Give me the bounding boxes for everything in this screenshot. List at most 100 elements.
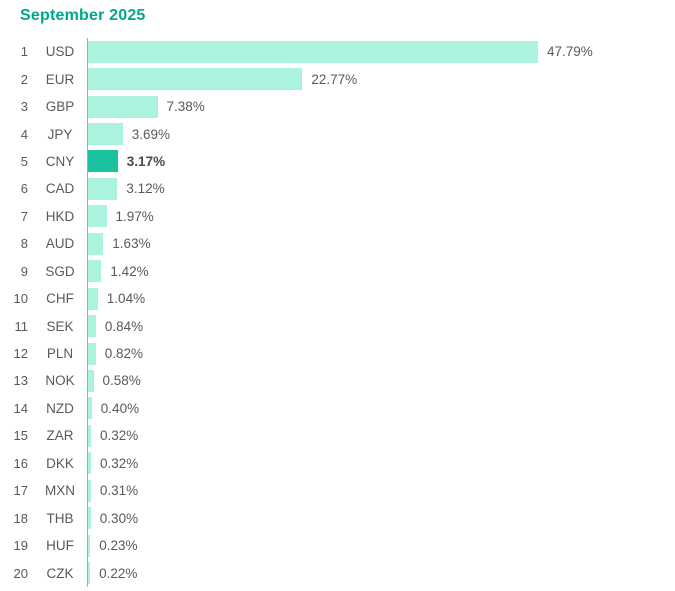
bar xyxy=(88,397,92,420)
currency-code-label: AUD xyxy=(45,236,75,252)
bar xyxy=(88,562,91,585)
chart-row: 18 THB 0.30% xyxy=(0,504,675,532)
value-label: 47.79% xyxy=(547,44,593,60)
value-label: 0.32% xyxy=(100,428,139,444)
bar-zone: 0.22% xyxy=(87,559,675,587)
bar-zone: 0.82% xyxy=(87,339,675,368)
bar xyxy=(88,232,104,255)
rank-label: 9 xyxy=(20,263,28,279)
rank-label: 11 xyxy=(14,318,29,334)
bar xyxy=(88,205,107,228)
bar xyxy=(88,452,91,475)
chart-row: 12 PLN 0.82% xyxy=(0,339,675,368)
value-label: 3.17% xyxy=(126,153,166,169)
chart-row: 16 DKK 0.32% xyxy=(0,449,675,477)
chart-row: 10 CHF 1.04% xyxy=(0,284,675,313)
bar xyxy=(88,315,96,338)
chart-row: 2 EUR 22.77% xyxy=(0,65,675,93)
value-label: 0.22% xyxy=(99,565,138,581)
rank-label: 20 xyxy=(13,565,28,581)
currency-code-label: SEK xyxy=(46,318,74,334)
bar xyxy=(88,95,158,118)
bar-zone: 1.63% xyxy=(87,230,675,258)
rank-label: 13 xyxy=(13,373,28,389)
chart-row: 14 NZD 0.40% xyxy=(0,394,675,423)
rank-label: 15 xyxy=(13,428,28,444)
currency-code-label: HKD xyxy=(45,208,75,224)
value-label: 1.04% xyxy=(106,291,146,307)
currency-code-label: HUF xyxy=(46,538,74,554)
rank-label: 1 xyxy=(20,44,28,60)
value-label: 0.58% xyxy=(102,373,141,389)
chart-row: 8 AUD 1.63% xyxy=(0,230,675,258)
rank-label: 14 xyxy=(13,400,28,416)
currency-code-label: MXN xyxy=(45,483,75,499)
bar xyxy=(88,342,96,365)
chart-row: 19 HUF 0.23% xyxy=(0,531,675,560)
chart-row: 6 CAD 3.12% xyxy=(0,175,675,203)
value-label: 3.12% xyxy=(126,181,165,197)
currency-code-label: NOK xyxy=(45,373,75,389)
bar-zone: 1.97% xyxy=(87,202,675,231)
rank-label: 3 xyxy=(20,99,28,115)
bar xyxy=(88,424,91,447)
bar xyxy=(88,260,102,283)
bar xyxy=(88,68,303,91)
currency-code-label: EUR xyxy=(45,71,75,87)
value-label: 1.63% xyxy=(112,236,151,252)
rank-label: 10 xyxy=(13,291,28,307)
bar-zone: 3.12% xyxy=(87,175,675,203)
value-label: 0.84% xyxy=(104,318,144,334)
currency-code-label: USD xyxy=(45,44,75,60)
currency-code-label: THB xyxy=(46,510,74,526)
bar-zone: 3.17% xyxy=(87,147,675,176)
bar-zone: 0.40% xyxy=(87,394,675,423)
bar-zone: 1.04% xyxy=(87,284,675,313)
rank-label: 19 xyxy=(13,538,28,554)
rank-label: 6 xyxy=(20,181,28,197)
value-label: 7.38% xyxy=(166,99,205,115)
currency-code-label: ZAR xyxy=(46,428,74,444)
bar-zone: 0.30% xyxy=(87,504,675,532)
bar-zone: 0.84% xyxy=(87,312,675,340)
bar xyxy=(88,150,118,173)
bar xyxy=(88,287,98,310)
value-label: 1.42% xyxy=(110,263,149,279)
bar-zone: 22.77% xyxy=(87,65,675,93)
rank-label: 8 xyxy=(20,236,28,252)
chart-row: 7 HKD 1.97% xyxy=(0,202,675,231)
chart-row: 20 CZK 0.22% xyxy=(0,559,675,587)
rank-label: 18 xyxy=(13,510,28,526)
value-label: 3.69% xyxy=(131,126,170,142)
currency-code-label: NZD xyxy=(46,400,74,416)
rank-label: 17 xyxy=(13,483,28,499)
currency-code-label: SGD xyxy=(45,263,75,279)
value-label: 0.30% xyxy=(99,510,139,526)
chart-row: 9 SGD 1.42% xyxy=(0,257,675,285)
chart-title: September 2025 xyxy=(20,7,146,24)
rank-label: 16 xyxy=(13,455,28,471)
chart-row: 13 NOK 0.58% xyxy=(0,367,675,395)
chart-row: 11 SEK 0.84% xyxy=(0,312,675,340)
bar xyxy=(88,534,91,557)
bar-zone: 0.58% xyxy=(87,367,675,395)
value-label: 0.31% xyxy=(99,483,139,499)
value-label: 0.23% xyxy=(99,538,138,554)
value-label: 0.40% xyxy=(100,400,140,416)
chart-row: 17 MXN 0.31% xyxy=(0,477,675,505)
bar-zone: 0.31% xyxy=(87,477,675,505)
currency-code-label: GBP xyxy=(45,99,75,115)
value-label: 0.82% xyxy=(104,346,143,362)
currency-code-label: DKK xyxy=(46,455,74,471)
bar xyxy=(88,369,94,392)
currency-code-label: CNY xyxy=(45,153,75,169)
value-label: 1.97% xyxy=(115,208,154,224)
chart-row: 5 CNY 3.17% xyxy=(0,147,675,176)
bar-zone: 1.42% xyxy=(87,257,675,285)
bar-zone: 0.23% xyxy=(87,531,675,560)
bar-zone: 7.38% xyxy=(87,92,675,121)
bar-zone: 0.32% xyxy=(87,422,675,450)
bar xyxy=(88,479,91,502)
value-label: 22.77% xyxy=(311,71,358,87)
chart-row: 4 JPY 3.69% xyxy=(0,120,675,148)
